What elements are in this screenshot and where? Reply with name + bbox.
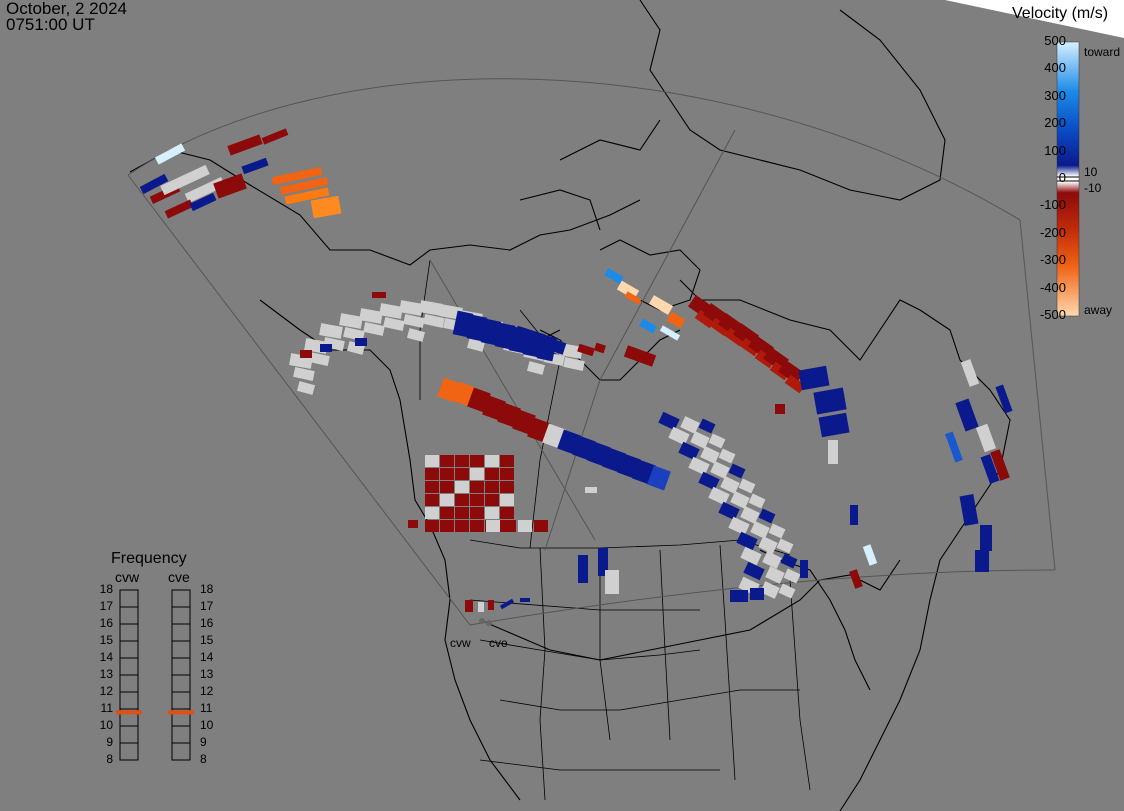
frequency-tick-left: 12 (99, 684, 113, 698)
frequency-tick-left: 17 (99, 599, 113, 613)
frequency-tick-right: 15 (200, 633, 214, 647)
velocity-tick-label: 300 (1044, 87, 1066, 103)
frequency-tick-right: 13 (200, 667, 214, 681)
frequency-tick-left: 11 (100, 701, 113, 715)
frequency-tick-right: 14 (200, 650, 214, 664)
velocity-inner-tick-pos: 10 (1084, 165, 1098, 179)
velocity-tick-label: -300 (1039, 252, 1066, 268)
frequency-tick-right: 17 (200, 599, 214, 613)
radar-label-cve: cve (489, 636, 508, 650)
political-borders (419, 259, 811, 801)
greenland-ice (945, 0, 1124, 38)
frequency-tick-lines (120, 589, 190, 761)
frequency-title: Frequency (111, 550, 187, 567)
velocity-tick-label: -400 (1039, 279, 1066, 295)
velocity-tick-label: 400 (1044, 60, 1066, 76)
velocity-tick-label: -200 (1039, 224, 1066, 240)
velocity-colorbar (1056, 41, 1080, 317)
frequency-marker-cvw (116, 710, 142, 715)
radar-site-cvw (479, 618, 485, 624)
frequency-tick-right: 9 (200, 735, 207, 749)
velocity-tick-label: 100 (1044, 142, 1066, 158)
fov-outline (127, 78, 1056, 626)
frequency-tick-left: 9 (106, 735, 113, 749)
time-label: 0751:00 UT (6, 15, 95, 34)
velocity-cells (139, 128, 1013, 612)
date-label: October, 2 2024 (6, 0, 127, 18)
velocity-toward-label: toward (1084, 45, 1121, 59)
velocity-away-label: away (1084, 303, 1113, 317)
radar-label-cvw: cvw (450, 636, 471, 650)
frequency-tick-left: 15 (99, 633, 113, 647)
frequency-tick-left: 18 (99, 582, 113, 596)
velocity-tick-label: -100 (1039, 197, 1066, 213)
frequency-tick-right: 12 (200, 684, 214, 698)
velocity-scale-title: Velocity (m/s) (1012, 5, 1109, 22)
frequency-tick-right: 16 (200, 616, 214, 630)
frequency-tick-right: 8 (200, 752, 207, 766)
radar-site-cve (486, 620, 492, 626)
frequency-tick-right: 11 (200, 701, 213, 715)
velocity-inner-tick-neg: -10 (1084, 181, 1102, 195)
frequency-tick-left: 16 (99, 616, 113, 630)
frequency-tick-left: 13 (99, 667, 113, 681)
velocity-tick-label: 500 (1044, 33, 1066, 48)
velocity-tick-label: 0 (1058, 170, 1066, 185)
frequency-tick-left: 14 (99, 650, 113, 664)
frequency-tick-right: 10 (200, 718, 214, 732)
frequency-tick-left: 8 (106, 752, 113, 766)
frequency-tick-left: 10 (99, 718, 113, 732)
frequency-radar-left: cvw (115, 569, 140, 585)
frequency-tick-right: 18 (200, 582, 214, 596)
velocity-tick-label: 200 (1044, 115, 1066, 131)
velocity-tick-label: -500 (1039, 307, 1066, 322)
frequency-radar-right: cve (168, 569, 190, 585)
frequency-marker-cve (168, 710, 194, 715)
